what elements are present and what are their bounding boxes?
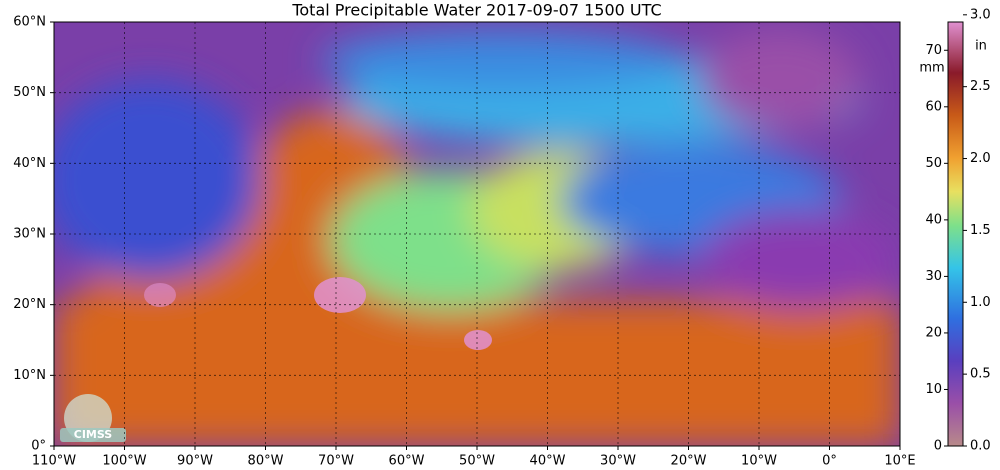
- lon-label: 10°E: [884, 454, 915, 469]
- lon-label: 20°W: [671, 454, 707, 469]
- in-tick-label: 0.0: [970, 439, 991, 454]
- lon-label: 110°W: [32, 454, 76, 469]
- map-title: Total Precipitable Water 2017-09-07 1500…: [291, 1, 661, 20]
- lat-label: 30°N: [13, 227, 46, 242]
- lon-label: 70°W: [318, 454, 354, 469]
- mm-tick-label: 60: [925, 99, 942, 114]
- lat-label: 40°N: [13, 156, 46, 171]
- lon-label: 90°W: [177, 454, 213, 469]
- mm-tick-label: 30: [925, 269, 942, 284]
- mm-tick-label: 0: [934, 439, 942, 454]
- lat-label: 20°N: [13, 297, 46, 312]
- lon-label: 80°W: [248, 454, 284, 469]
- in-tick-label: 0.5: [970, 367, 991, 382]
- lon-label: 30°W: [600, 454, 636, 469]
- in-tick-label: 1.0: [970, 295, 991, 310]
- mm-tick-label: 10: [925, 382, 942, 397]
- lat-label: 60°N: [13, 15, 46, 30]
- mm-unit: mm: [919, 61, 944, 76]
- lat-label: 0°: [31, 439, 46, 454]
- lon-label: 50°W: [459, 454, 495, 469]
- lon-label: 0°: [822, 454, 837, 469]
- cimss-logo: CIMSS: [60, 394, 126, 442]
- lon-label: 100°W: [102, 454, 146, 469]
- mm-tick-label: 20: [925, 325, 942, 340]
- lat-label: 10°N: [13, 368, 46, 383]
- lon-label: 10°W: [741, 454, 777, 469]
- lat-label: 50°N: [13, 85, 46, 100]
- mm-tick-label: 70: [925, 43, 942, 58]
- mm-tick-label: 50: [925, 156, 942, 171]
- in-unit: in: [975, 39, 987, 54]
- logo-text: CIMSS: [74, 428, 113, 441]
- colorbar: [947, 21, 964, 447]
- lon-label: 60°W: [389, 454, 425, 469]
- in-tick-label: 2.5: [970, 79, 991, 94]
- in-tick-label: 3.0: [970, 7, 991, 22]
- lon-label: 40°W: [530, 454, 566, 469]
- in-tick-label: 1.5: [970, 223, 991, 238]
- in-tick-label: 2.0: [970, 151, 991, 166]
- mm-tick-label: 40: [925, 212, 942, 227]
